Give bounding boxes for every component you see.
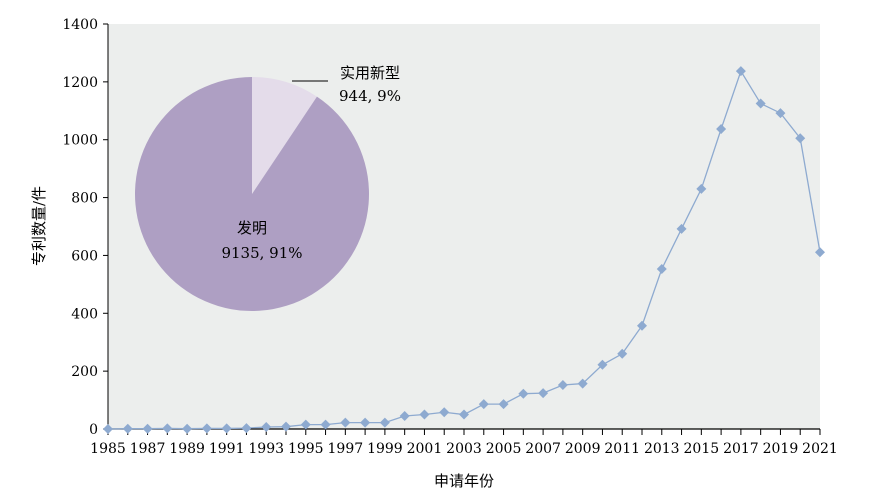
data-point [439,407,450,418]
data-point [261,421,272,432]
data-point [281,421,291,432]
x-tick-label: 2001 [407,441,443,457]
x-tick-label: 2015 [684,441,720,457]
data-point [696,183,707,194]
x-tick-label: 2011 [604,441,640,457]
x-tick-label: 1993 [248,441,284,457]
data-point [478,399,489,410]
data-point [577,378,588,389]
data-point [498,399,509,410]
x-tick-label: 2009 [565,441,601,457]
data-point [103,424,113,434]
data-point [795,133,806,144]
data-point [340,417,351,428]
data-point [300,419,311,430]
pie-slice [135,77,370,311]
data-point [656,264,667,275]
y-axis-label: 专利数量/件 [30,186,48,266]
y-tick-label: 200 [71,364,98,380]
data-point [637,320,647,331]
x-tick-label: 2017 [723,441,759,457]
pie-slice [252,77,317,194]
data-point [557,380,568,391]
data-point [735,66,746,77]
data-point [399,410,410,421]
y-tick-label: 1200 [62,75,98,91]
pie-label-name: 发明 [237,219,267,237]
x-axis-label: 申请年份 [434,472,494,490]
data-point [360,417,371,428]
data-point [162,423,173,434]
data-point [379,417,390,428]
data-point [320,419,331,430]
x-tick-label: 2003 [446,441,482,457]
x-tick-label: 1997 [328,441,364,457]
data-point [142,423,153,434]
data-point [617,348,628,359]
x-tick-label: 2021 [802,441,838,457]
y-tick-label: 600 [71,248,98,264]
x-tick-label: 1987 [130,441,166,457]
data-point [122,423,133,434]
x-tick-label: 1985 [90,441,126,457]
y-tick-label: 400 [71,306,98,322]
data-point [775,108,786,119]
pie-label-value: 944, 9% [339,87,401,105]
y-tick-label: 1000 [62,133,98,149]
data-point [597,359,608,370]
x-tick-label: 2019 [763,441,799,457]
data-point [182,423,193,434]
data-point [221,423,232,434]
data-point [518,388,529,399]
data-point [538,388,549,399]
data-point [201,423,212,434]
pie-label-value: 9135, 91% [221,244,302,262]
data-point [676,223,687,234]
y-tick-label: 1400 [62,17,98,33]
pie-label-name: 实用新型 [340,64,400,82]
x-tick-label: 2013 [644,441,680,457]
data-point [755,98,766,109]
data-point [716,124,727,135]
x-tick-label: 1995 [288,441,324,457]
x-tick-label: 1999 [367,441,403,457]
x-tick-label: 2005 [486,441,522,457]
data-point [419,409,430,420]
x-tick-label: 1991 [209,441,245,457]
x-tick-label: 2007 [525,441,561,457]
y-tick-label: 0 [89,422,98,438]
x-tick-label: 1989 [169,441,205,457]
y-tick-label: 800 [71,191,98,207]
data-point [459,409,469,420]
data-point [815,247,825,258]
data-point [241,423,252,434]
